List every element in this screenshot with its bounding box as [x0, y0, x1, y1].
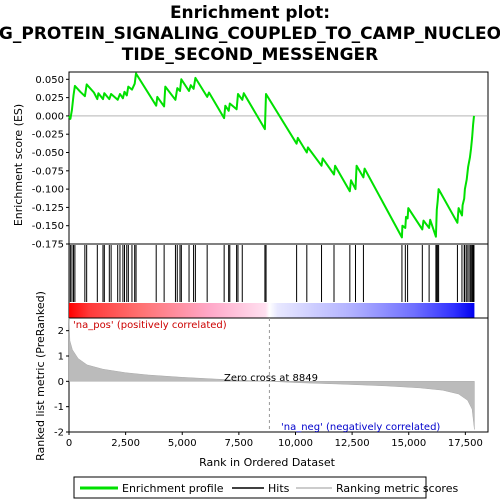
rank-ytick-label: -1	[54, 402, 64, 413]
rank-axis-label: Ranked list metric (PreRanked)	[34, 291, 47, 461]
es-ytick-label: -0.050	[32, 148, 64, 159]
chart-title-line-3: TIDE_SECOND_MESSENGER	[122, 45, 379, 65]
xtick-label: 5,000	[168, 438, 197, 449]
es-ytick-label: 0.025	[35, 93, 64, 104]
es-ytick-label: 0.050	[35, 75, 64, 86]
es-ytick-label: -0.125	[32, 203, 64, 214]
rank-ytick-label: -2	[54, 428, 64, 439]
xtick-label: 12,500	[335, 438, 370, 449]
xtick-label: 15,000	[391, 438, 426, 449]
xtick-label: 10,000	[278, 438, 313, 449]
rank-ytick-label: 0	[58, 377, 64, 388]
x-axis-label: Rank in Ordered Dataset	[199, 456, 336, 469]
x-axis: 0 2,500 5,000 7,500 10,000 12,500 15,000 17,500	[66, 432, 483, 449]
chart-title-line-2: G_PROTEIN_SIGNALING_COUPLED_TO_CAMP_NUCL…	[0, 24, 500, 44]
xtick-label: 17,500	[448, 438, 483, 449]
es-axis-label: Enrichment score (ES)	[12, 104, 25, 226]
xtick-label: 7,500	[225, 438, 254, 449]
legend: Enrichment profile Hits Ranking metric s…	[73, 476, 458, 499]
xtick-label: 2,500	[111, 438, 140, 449]
es-ytick-label: 0.000	[35, 111, 64, 122]
enrichment-profile-line	[68, 72, 475, 239]
legend-label-enrichment: Enrichment profile	[122, 482, 224, 495]
es-panel-frame	[68, 71, 489, 245]
neg-correlation-label: 'na_neg' (negatively correlated)	[281, 422, 440, 433]
es-ytick-label: -0.100	[32, 185, 64, 196]
es-panel: 0.050 0.025 0.000 -0.025 -0.050 -0.075 -0.100 -…	[32, 71, 489, 251]
hits-panel	[68, 243, 489, 319]
ranking-metric-area	[68, 317, 475, 430]
correlation-color-band	[69, 303, 475, 318]
es-ytick-label: -0.025	[32, 130, 64, 141]
rank-panel: 2 1 0 -1 -2	[54, 317, 489, 439]
legend-label-hits: Hits	[268, 482, 290, 495]
es-ytick-label: -0.175	[32, 240, 64, 251]
es-ytick-label: -0.075	[32, 166, 64, 177]
pos-correlation-label: 'na_pos' (positively correlated)	[73, 320, 227, 331]
xtick-label: 0	[66, 438, 72, 449]
chart-title-line-1: Enrichment plot:	[170, 3, 330, 23]
rank-ytick-label: 1	[58, 352, 64, 363]
zero-cross-label: Zero cross at 8849	[224, 373, 318, 384]
legend-label-ranking: Ranking metric scores	[336, 482, 458, 495]
es-ytick-label: -0.150	[32, 221, 64, 232]
rank-ytick-label: 2	[58, 326, 64, 337]
